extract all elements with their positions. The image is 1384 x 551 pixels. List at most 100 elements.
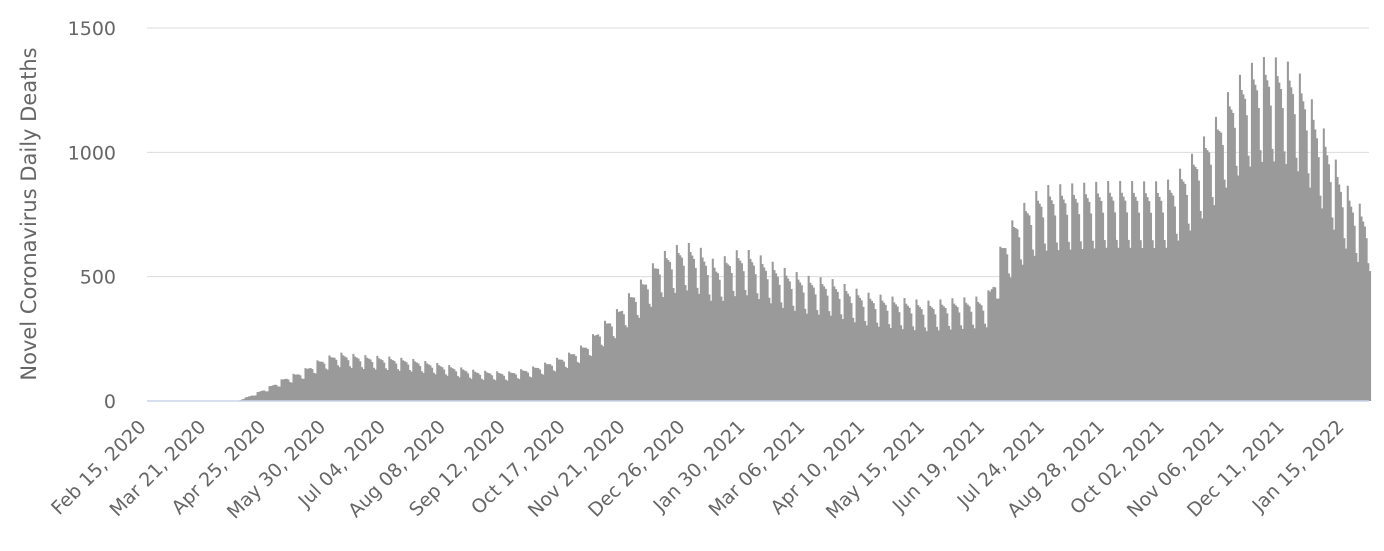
daily-bar — [1091, 240, 1094, 401]
daily-bar — [848, 296, 851, 401]
daily-bar — [862, 306, 865, 401]
daily-bar — [1108, 192, 1111, 401]
daily-bar — [935, 326, 939, 401]
daily-bar — [263, 390, 266, 401]
daily-bar — [441, 367, 444, 401]
daily-bar — [662, 297, 665, 401]
daily-bar — [1117, 247, 1120, 401]
daily-bar — [711, 258, 714, 401]
daily-bar — [704, 265, 707, 401]
daily-bar — [1358, 203, 1361, 401]
daily-bar — [477, 373, 480, 401]
daily-bar — [867, 292, 870, 401]
daily-bar — [619, 311, 622, 401]
daily-bar — [513, 373, 516, 401]
daily-bar — [1266, 80, 1269, 401]
daily-bar — [417, 363, 420, 401]
daily-bar — [420, 371, 423, 401]
daily-bar — [730, 273, 733, 401]
daily-bar — [1305, 130, 1308, 401]
daily-bar — [1071, 183, 1074, 401]
daily-bar — [1252, 79, 1255, 402]
daily-bar — [1286, 61, 1289, 402]
daily-bar — [1021, 264, 1024, 401]
daily-bar — [672, 288, 675, 401]
daily-bar — [999, 246, 1002, 401]
daily-bar — [946, 313, 949, 401]
daily-bar — [456, 375, 459, 401]
daily-bar — [879, 294, 882, 401]
daily-bar — [1143, 181, 1146, 401]
daily-bar — [270, 385, 273, 401]
daily-bar — [331, 357, 334, 401]
daily-bar — [1030, 225, 1033, 401]
daily-bar — [968, 306, 971, 401]
daily-bar — [1369, 271, 1372, 401]
daily-bar — [610, 326, 613, 401]
daily-bar — [627, 293, 630, 401]
daily-bar — [287, 379, 290, 401]
daily-bar — [723, 256, 726, 401]
daily-bar — [989, 291, 992, 401]
daily-bar — [451, 368, 454, 401]
daily-bar — [554, 371, 557, 401]
daily-bar — [956, 307, 959, 401]
daily-bar — [1066, 214, 1069, 401]
daily-bar — [313, 372, 316, 401]
daily-bar — [1322, 128, 1325, 401]
daily-bar — [971, 324, 974, 401]
daily-bar — [886, 310, 889, 401]
daily-bar — [1055, 242, 1058, 401]
daily-bar — [771, 261, 774, 401]
daily-bar — [870, 300, 874, 401]
daily-bar — [588, 355, 591, 401]
daily-bar — [1170, 192, 1173, 401]
daily-bar — [1191, 153, 1194, 401]
daily-bar — [1038, 203, 1041, 401]
daily-bar — [954, 305, 957, 401]
daily-bar — [763, 267, 766, 401]
daily-bar — [696, 287, 699, 401]
daily-bar — [542, 374, 545, 401]
daily-bar — [402, 360, 405, 401]
daily-bar — [722, 300, 725, 401]
daily-bar — [383, 362, 386, 401]
daily-bar — [330, 357, 333, 401]
daily-bar — [530, 377, 533, 401]
daily-bar — [1168, 190, 1171, 401]
daily-bar — [655, 268, 658, 401]
daily-bar — [261, 390, 264, 401]
daily-bar — [532, 366, 535, 401]
daily-bar — [985, 327, 988, 401]
daily-bar — [797, 279, 800, 401]
daily-bar — [393, 361, 396, 401]
daily-bar — [1059, 184, 1062, 401]
daily-bar — [350, 368, 353, 401]
daily-bar — [975, 296, 978, 401]
daily-bar — [533, 367, 536, 401]
daily-bar — [735, 250, 738, 401]
daily-bar — [824, 288, 827, 401]
daily-bar — [1225, 187, 1228, 401]
daily-bar — [1045, 250, 1048, 401]
daily-bar — [467, 373, 470, 401]
daily-bar — [336, 365, 340, 401]
daily-bar — [896, 306, 899, 401]
daily-bar — [1254, 84, 1257, 401]
daily-bar — [502, 375, 506, 401]
daily-bar — [792, 305, 795, 401]
daily-bar — [732, 290, 735, 401]
daily-bar — [314, 373, 317, 401]
y-tick-label: 500 — [80, 267, 116, 289]
daily-bar — [302, 378, 305, 401]
daily-bar — [1006, 254, 1009, 401]
daily-bar — [821, 284, 824, 401]
daily-bar — [364, 355, 367, 401]
daily-bar — [407, 364, 410, 401]
daily-bar — [1350, 206, 1353, 401]
daily-bar — [1076, 202, 1079, 401]
daily-bar — [790, 288, 793, 401]
daily-bar — [958, 312, 961, 401]
daily-bar — [920, 309, 923, 401]
daily-bar — [328, 355, 331, 401]
